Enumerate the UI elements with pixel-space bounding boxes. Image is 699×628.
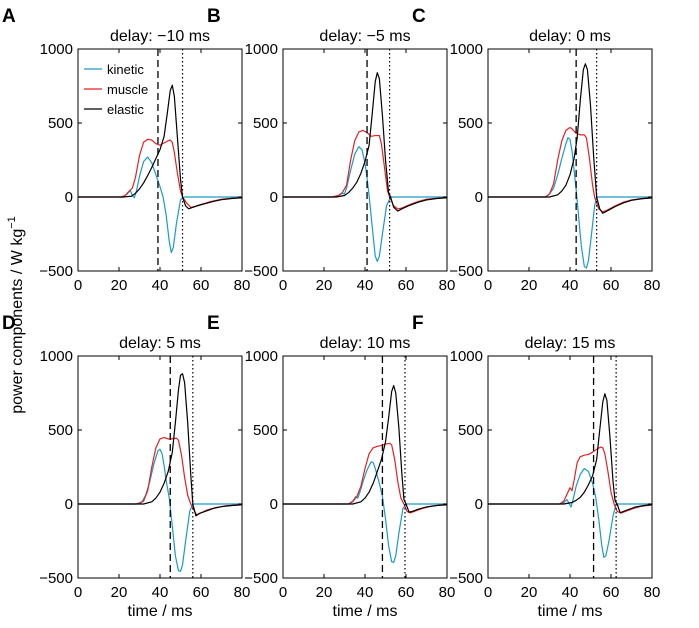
- x-tick-label-f-3: 60: [603, 584, 620, 601]
- legend-label-elastic: elastic: [107, 102, 144, 117]
- x-tick-label-a-1: 20: [111, 277, 128, 294]
- panel-title-a: delay: −10 ms: [110, 28, 210, 45]
- y-tick-label-c-1: 0: [475, 189, 483, 206]
- y-tick-label-b-3: 1000: [245, 41, 278, 58]
- panel-title-e: delay: 10 ms: [320, 335, 411, 352]
- panel-letter-d: D: [2, 313, 16, 334]
- x-tick-label-a-3: 60: [193, 277, 210, 294]
- series-muscle-c: [488, 126, 652, 213]
- y-axis-label-text: power components / W kg: [9, 229, 26, 414]
- y-axis-label-exponent: −1: [6, 216, 18, 229]
- series-muscle-e: [283, 442, 447, 514]
- panel-title-b: delay: −5 ms: [319, 28, 410, 45]
- x-tick-label-c-3: 60: [603, 277, 620, 294]
- y-tick-label-d-2: 500: [48, 422, 73, 439]
- series-elastic-e: [283, 385, 447, 513]
- y-tick-label-f-3: 1000: [450, 348, 483, 365]
- x-axis-label-col3: time / ms: [538, 603, 603, 620]
- x-tick-label-b-4: 80: [439, 277, 456, 294]
- x-tick-label-d-1: 20: [111, 584, 128, 601]
- series-kinetic-a: [78, 156, 242, 254]
- y-tick-label-a-1: 0: [65, 189, 73, 206]
- y-tick-label-e-0: −500: [244, 570, 278, 587]
- y-tick-label-f-0: −500: [449, 570, 483, 587]
- y-tick-label-a-3: 1000: [40, 41, 73, 58]
- x-tick-label-a-2: 40: [152, 277, 169, 294]
- x-tick-label-c-2: 40: [562, 277, 579, 294]
- x-tick-label-d-3: 60: [193, 584, 210, 601]
- x-axis-label-col1: time / ms: [128, 603, 193, 620]
- y-tick-label-f-1: 0: [475, 496, 483, 513]
- series-elastic-a: [78, 84, 242, 210]
- y-tick-label-b-2: 500: [253, 115, 278, 132]
- series-kinetic-f: [488, 467, 652, 558]
- x-tick-label-f-1: 20: [521, 584, 538, 601]
- y-tick-label-c-3: 1000: [450, 41, 483, 58]
- x-tick-label-d-4: 80: [234, 584, 251, 601]
- y-tick-label-b-0: −500: [244, 263, 278, 280]
- x-tick-label-e-1: 20: [316, 584, 333, 601]
- panel-title-c: delay: 0 ms: [529, 28, 611, 45]
- x-tick-label-a-4: 80: [234, 277, 251, 294]
- y-tick-label-c-2: 500: [458, 115, 483, 132]
- y-tick-label-f-2: 500: [458, 422, 483, 439]
- panel-title-f: delay: 15 ms: [525, 335, 616, 352]
- x-axis-label-col2: time / ms: [333, 603, 398, 620]
- series-kinetic-d: [78, 448, 242, 572]
- series-elastic-b: [283, 72, 447, 212]
- y-tick-label-c-0: −500: [449, 263, 483, 280]
- y-tick-label-e-2: 500: [253, 422, 278, 439]
- panel-letter-b: B: [207, 6, 221, 27]
- y-tick-label-a-2: 500: [48, 115, 73, 132]
- y-axis-label: power components / W kg−1: [6, 216, 26, 414]
- x-tick-label-f-2: 40: [562, 584, 579, 601]
- y-tick-label-e-3: 1000: [245, 348, 278, 365]
- x-tick-label-c-1: 20: [521, 277, 538, 294]
- x-tick-label-b-1: 20: [316, 277, 333, 294]
- panel-title-d: delay: 5 ms: [119, 335, 201, 352]
- series-muscle-b: [283, 129, 447, 210]
- series-kinetic-c: [488, 137, 652, 269]
- x-tick-label-e-0: 0: [279, 584, 287, 601]
- y-tick-label-a-0: −500: [39, 263, 73, 280]
- panel-letter-a: A: [2, 6, 16, 27]
- x-tick-label-a-0: 0: [74, 277, 82, 294]
- panel-letter-f: F: [412, 313, 424, 334]
- x-tick-label-b-3: 60: [398, 277, 415, 294]
- series-elastic-d: [78, 373, 242, 517]
- x-tick-label-e-3: 60: [398, 584, 415, 601]
- legend-label-kinetic: kinetic: [107, 62, 144, 77]
- y-tick-label-d-3: 1000: [40, 348, 73, 365]
- x-tick-label-f-0: 0: [484, 584, 492, 601]
- legend-label-muscle: muscle: [107, 82, 148, 97]
- panel-letter-c: C: [412, 6, 426, 27]
- x-tick-label-e-4: 80: [439, 584, 456, 601]
- y-tick-label-e-1: 0: [270, 496, 278, 513]
- panel-letter-e: E: [207, 313, 220, 334]
- series-elastic-c: [488, 63, 652, 214]
- x-tick-label-b-2: 40: [357, 277, 374, 294]
- x-tick-label-c-0: 0: [484, 277, 492, 294]
- y-tick-label-d-0: −500: [39, 570, 73, 587]
- y-tick-label-d-1: 0: [65, 496, 73, 513]
- series-elastic-f: [488, 393, 652, 514]
- x-tick-label-c-4: 80: [644, 277, 661, 294]
- legend: kinetic muscle elastic: [84, 62, 148, 117]
- y-tick-label-b-1: 0: [270, 189, 278, 206]
- x-tick-label-d-0: 0: [74, 584, 82, 601]
- x-tick-label-f-4: 80: [644, 584, 661, 601]
- x-tick-label-b-0: 0: [279, 277, 287, 294]
- x-tick-label-d-2: 40: [152, 584, 169, 601]
- x-tick-label-e-2: 40: [357, 584, 374, 601]
